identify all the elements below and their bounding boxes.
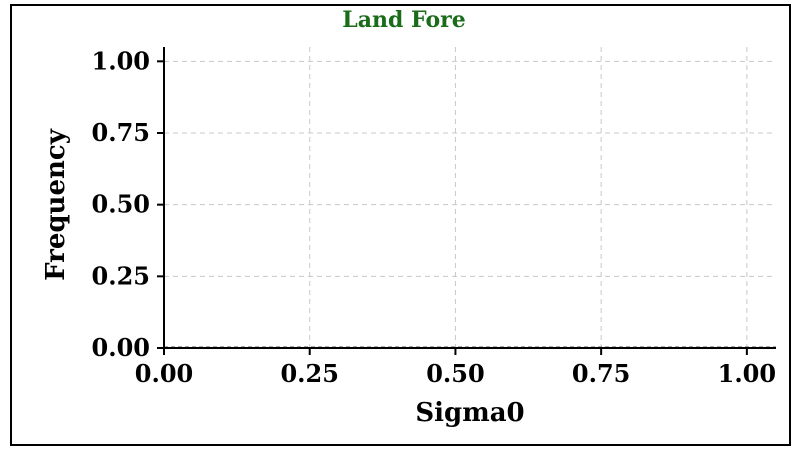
x-axis-label: Sigma0 — [415, 398, 524, 428]
y-tick-label: 1.00 — [92, 46, 150, 75]
y-tick-label: 0.75 — [92, 118, 150, 147]
chart-title: Land Fore — [342, 7, 465, 33]
y-tick-label: 0.50 — [92, 190, 150, 219]
x-tick-label: 0.25 — [280, 359, 338, 388]
x-tick-label: 0.00 — [135, 359, 193, 388]
y-tick-label: 0.25 — [92, 261, 150, 290]
y-tick-label: 0.00 — [92, 333, 150, 362]
axes-layer — [157, 47, 776, 355]
tick-layer: 0.00 0.25 0.50 0.75 1.00 0.00 0.25 0.50 0.75 1.00 — [92, 46, 777, 388]
y-axis-label: Frequency — [41, 128, 71, 281]
x-tick-label: 0.75 — [572, 359, 630, 388]
grid-layer — [164, 47, 776, 348]
chart-frame — [10, 4, 791, 446]
x-tick-label: 0.50 — [426, 359, 484, 388]
x-tick-label: 1.00 — [718, 359, 776, 388]
